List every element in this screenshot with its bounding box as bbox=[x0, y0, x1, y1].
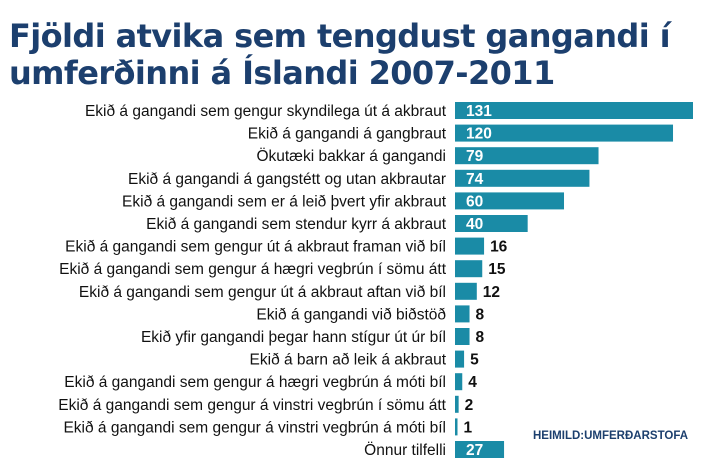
value-label: 2 bbox=[465, 397, 474, 414]
bar bbox=[455, 215, 528, 232]
bar bbox=[455, 147, 599, 165]
bar bbox=[455, 237, 485, 255]
bar bbox=[455, 282, 477, 300]
category-label: Önnur tilfelli bbox=[364, 441, 446, 459]
bar bbox=[455, 169, 590, 187]
bar bbox=[455, 305, 470, 323]
category-label: Ekið á gangandi við biðstöð bbox=[256, 306, 446, 323]
value-label: 5 bbox=[470, 352, 479, 369]
value-label: 40 bbox=[466, 216, 483, 233]
category-label: Ekið á barn að leik á akbraut bbox=[250, 352, 447, 369]
value-label: 120 bbox=[466, 126, 492, 143]
category-label: Ekið á gangandi sem gengur út á akbraut … bbox=[79, 284, 446, 301]
category-label: Ekið á gangandi sem gengur á hægri vegbr… bbox=[59, 261, 447, 278]
bar bbox=[455, 350, 465, 368]
category-label: Ekið á gangandi á gangbraut bbox=[248, 126, 447, 143]
value-label: 131 bbox=[466, 103, 492, 120]
value-label: 79 bbox=[466, 148, 484, 165]
bar bbox=[455, 124, 674, 142]
bar bbox=[455, 373, 463, 391]
category-label: Ekið á gangandi sem gengur skyndilega út… bbox=[85, 103, 447, 120]
category-label: Ekið á gangandi sem gengur á hægri vegbr… bbox=[64, 374, 446, 391]
category-label: Ekið yfir gangandi þegar hann stígur út … bbox=[141, 329, 446, 346]
value-label: 15 bbox=[488, 261, 506, 278]
value-label: 27 bbox=[466, 442, 483, 459]
bar bbox=[455, 441, 505, 458]
value-label: 1 bbox=[464, 419, 473, 436]
bar bbox=[455, 328, 470, 345]
bar bbox=[455, 192, 565, 210]
category-label: Ekið á gangandi sem gengur á vinstri veg… bbox=[58, 397, 446, 414]
value-label: 8 bbox=[476, 306, 485, 323]
source-note: HEIMILD:UMFERÐARSTOFA bbox=[533, 430, 689, 442]
value-label: 16 bbox=[490, 239, 508, 256]
category-label: Ekið á gangandi sem er á leið þvert yfir… bbox=[122, 193, 447, 210]
value-label: 8 bbox=[476, 329, 485, 346]
category-label: Ekið á gangandi sem gengur á vinstri veg… bbox=[63, 419, 446, 436]
value-label: 4 bbox=[468, 374, 477, 391]
value-label: 60 bbox=[466, 193, 483, 210]
category-label: Ökutæki bakkar á gangandi bbox=[256, 147, 446, 165]
bar bbox=[455, 395, 459, 413]
bar bbox=[455, 260, 483, 278]
bar bbox=[455, 102, 693, 119]
category-label: Ekið á gangandi sem stendur kyrr á akbra… bbox=[146, 216, 447, 233]
category-label: Ekið á gangandi sem gengur út á akbraut … bbox=[65, 239, 446, 256]
chart-title: Fjöldi atvika sem tengdust gangandi í um… bbox=[9, 17, 671, 92]
category-label: Ekið á gangandi á gangstétt og utan akbr… bbox=[128, 171, 446, 188]
value-label: 74 bbox=[466, 171, 484, 188]
bar bbox=[455, 418, 458, 436]
value-label: 12 bbox=[483, 284, 500, 301]
